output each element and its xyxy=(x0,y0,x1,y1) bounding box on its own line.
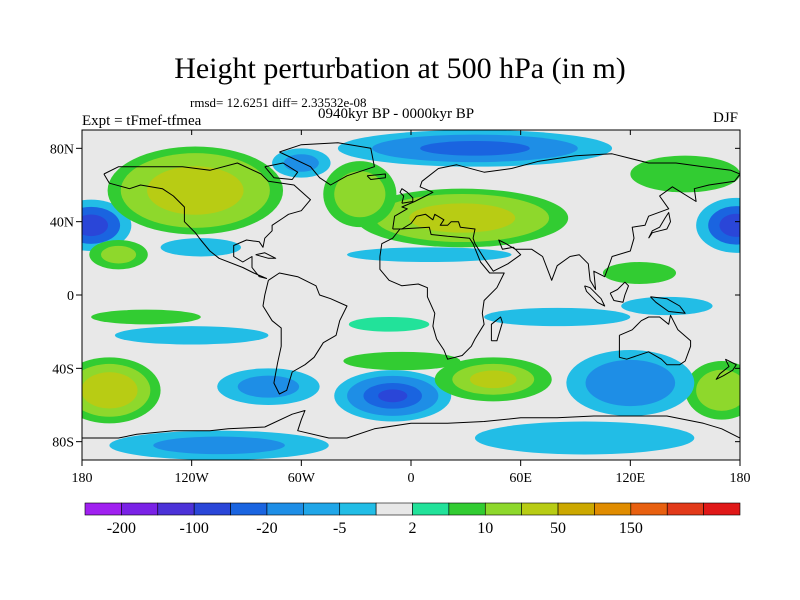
coastline-japan xyxy=(648,212,671,239)
colorbar-label: 50 xyxy=(550,520,566,537)
colorbar-swatch-6 xyxy=(303,502,341,516)
north-pacific-low-west-level-2 xyxy=(82,214,109,237)
east-pacific-low-level-0 xyxy=(160,238,242,257)
colorbar-swatch-7 xyxy=(339,502,377,516)
north-pacific-ridge-level-0 xyxy=(630,155,740,193)
coastline-new-zealand xyxy=(715,358,737,380)
colorbar-swatch-11 xyxy=(484,502,522,516)
indian-ocean-low-level-0 xyxy=(484,307,631,327)
lat-tick-label: 80N xyxy=(50,142,74,157)
hawaii-high-level-1 xyxy=(101,245,137,264)
arctic-low-level-2 xyxy=(420,141,530,156)
coastline-iceland xyxy=(366,173,386,180)
coastline-borneo xyxy=(609,281,629,303)
lon-tick-label: 120W xyxy=(175,471,210,486)
coastline-south-america xyxy=(262,272,348,395)
colorbar-swatch-12 xyxy=(521,502,559,516)
map-title: Height perturbation at 500 hPa (in m) xyxy=(174,52,626,85)
coastline-baffin-island xyxy=(264,162,299,180)
south-atlantic-subtropical-high-level-0 xyxy=(343,351,461,371)
colorbar: -200 -100 -20 -5 2 10 50 150 xyxy=(84,502,741,537)
coastline-greenland xyxy=(279,142,375,186)
colorbar-label: -20 xyxy=(256,520,277,537)
coastline-cuba xyxy=(255,252,277,259)
coastline-antarctica xyxy=(82,410,740,439)
colorbar-swatch-4 xyxy=(230,502,268,516)
colorbar-label: -200 xyxy=(107,520,136,537)
colorbar-swatch-0 xyxy=(84,502,122,516)
lon-tick-label: 180 xyxy=(72,471,93,486)
colorbar-swatch-5 xyxy=(266,502,304,516)
season-label: DJF xyxy=(712,110,738,126)
colorbar-label: -5 xyxy=(333,520,346,537)
lat-tick-label: 40N xyxy=(50,216,74,231)
period-label: 0940kyr BP - 0000kyr BP xyxy=(318,106,475,122)
colorbar-swatch-1 xyxy=(121,502,159,516)
lon-tick-label: 60E xyxy=(509,471,532,486)
colorbar-label: 150 xyxy=(619,520,643,537)
coastline-africa xyxy=(379,226,505,360)
colorbar-swatch-2 xyxy=(157,502,195,516)
lat-tick-label: 0 xyxy=(67,289,74,304)
colorbar-swatch-17 xyxy=(703,502,741,516)
south-pacific-high-band-level-0 xyxy=(91,309,201,325)
west-pacific-low-level-0 xyxy=(621,296,713,316)
colorbar-swatch-16 xyxy=(666,502,704,516)
axis-ticks: 80N 40N 0 40S 80S 180 120W 60W 0 60E 120E 180 xyxy=(50,130,751,486)
colorbar-swatch-13 xyxy=(557,502,595,516)
antarctic-low-west-level-1 xyxy=(153,436,285,455)
lon-tick-label: 0 xyxy=(408,471,415,486)
atlantic-ridge-level-1 xyxy=(334,171,386,218)
south-indian-high-level-2 xyxy=(469,370,517,389)
coastlines xyxy=(82,142,740,439)
colorbar-swatch-15 xyxy=(630,502,668,516)
coastline-new-guinea xyxy=(650,296,686,314)
coastline-eurasia xyxy=(392,153,740,290)
colorbar-swatch-10 xyxy=(448,502,486,516)
colorbar-label: -100 xyxy=(180,520,209,537)
equatorial-atlantic-high-level-0 xyxy=(348,317,430,332)
lat-tick-label: 40S xyxy=(52,362,74,377)
rmsd-diff-stats: rmsd= 12.6251 diff= 2.33532e-08 xyxy=(190,95,367,110)
perturbation-field xyxy=(82,130,740,460)
antarctic-low-east-level-0 xyxy=(474,421,695,455)
coastline-great-britain xyxy=(399,188,414,204)
coastline-sumatra xyxy=(584,285,606,307)
colorbar-swatch-8 xyxy=(375,502,413,516)
australia-low-level-1 xyxy=(585,359,676,407)
coastline-north-america xyxy=(103,162,311,279)
lon-tick-label: 60W xyxy=(288,471,316,486)
coastline-australia xyxy=(618,314,692,366)
subtropical-low-band-level-0 xyxy=(347,247,512,262)
north-america-high-level-2 xyxy=(147,166,244,215)
colorbar-swatch-3 xyxy=(193,502,231,516)
lon-tick-label: 180 xyxy=(730,471,751,486)
lat-tick-label: 80S xyxy=(52,436,74,451)
colorbar-swatch-9 xyxy=(412,502,450,516)
coastline-madagascar xyxy=(490,316,503,342)
experiment-label: Expt = tFmef-tfmea xyxy=(82,113,202,129)
south-pacific-high-east-level-1 xyxy=(696,369,740,411)
colorbar-label: 10 xyxy=(477,520,493,537)
north-pacific-low-east-level-2 xyxy=(719,213,740,237)
eurasia-high-level-2 xyxy=(409,203,516,233)
pacific-tropical-high-level-0 xyxy=(602,262,677,284)
south-pacific-low-band-level-0 xyxy=(114,326,269,345)
south-pacific-high-west-level-2 xyxy=(82,372,138,409)
south-atlantic-low-level-3 xyxy=(378,389,408,403)
colorbar-label: 2 xyxy=(409,520,417,537)
lon-tick-label: 120E xyxy=(616,471,646,486)
colorbar-swatch-14 xyxy=(594,502,632,516)
